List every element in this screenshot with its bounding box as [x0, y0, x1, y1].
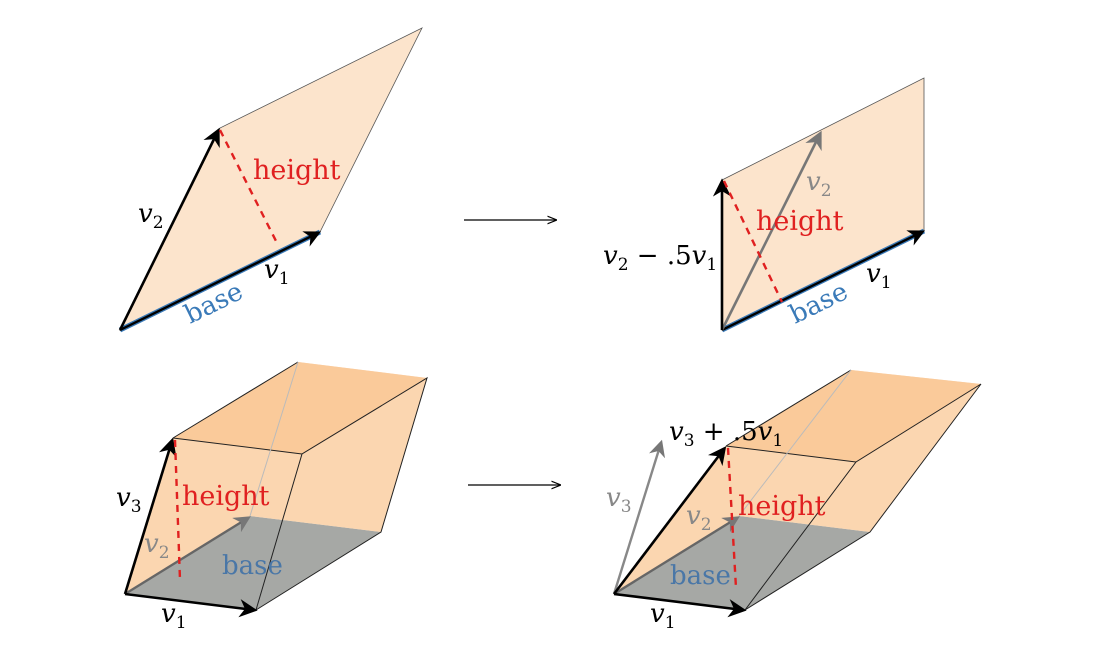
- top-face: [726, 370, 981, 462]
- height-dashed-line: [173, 439, 182, 581]
- bottom-left-parallelepiped-figure: v3 height v2 base v1: [116, 361, 428, 633]
- v2-vector: [118, 127, 220, 331]
- front-edges: [744, 383, 982, 611]
- v1-vector: [119, 231, 322, 332]
- height-dashed-line: [218, 129, 280, 246]
- v3-plus-half-v1-label: v3 + .5v1: [669, 417, 783, 451]
- v1-label: v1: [866, 259, 892, 293]
- v3-vector-gray: [612, 439, 666, 595]
- top-left-parallelogram-figure: v2 height v1 base: [118, 27, 423, 333]
- hidden-edge: [249, 361, 299, 517]
- bottom-right-parallelepiped-figure: v3 + .5v1 v3 height v2 base v1: [606, 369, 982, 633]
- base-face: [614, 516, 870, 610]
- height-label: height: [756, 206, 844, 237]
- v3-label: v3: [116, 483, 142, 517]
- top-back-edge: [172, 361, 299, 439]
- v2-gray-label: v2: [806, 167, 832, 201]
- v1-label: v1: [161, 599, 187, 633]
- base-label: base: [670, 561, 731, 591]
- v1-vector: [124, 592, 258, 618]
- v1-vector: [721, 230, 926, 332]
- v1-label: v1: [264, 255, 290, 289]
- v1-label: v1: [650, 599, 676, 633]
- v2-label: v2: [686, 501, 712, 535]
- height-label: height: [253, 155, 341, 186]
- v2-vector: [613, 516, 740, 596]
- v2-vector-gray: [720, 130, 822, 331]
- v3-plus-half-v1-vector: [612, 446, 727, 595]
- v3-gray-label: v3: [606, 483, 632, 517]
- height-dashed-line: [722, 180, 784, 303]
- base-label: base: [222, 551, 283, 581]
- top-back-edge: [725, 369, 852, 447]
- height-label: height: [738, 491, 826, 522]
- v2-minus-half-v1-label: v2 − .5v1: [603, 241, 717, 275]
- height-dashed-line: [726, 447, 738, 589]
- base-face: [125, 516, 381, 610]
- hidden-edge: [738, 369, 852, 517]
- height-label: height: [182, 481, 270, 512]
- v2-label: v2: [138, 199, 164, 233]
- v1-vector: [613, 592, 747, 618]
- v2-label: v2: [144, 529, 170, 563]
- top-front-edge: [172, 437, 303, 455]
- top-right-parallelogram-figure: v2 height v2 − .5v1 v1 base: [603, 77, 926, 333]
- v2-vector: [124, 516, 251, 596]
- v3-vector: [123, 437, 177, 595]
- top-face: [173, 362, 427, 454]
- front-edges: [255, 376, 428, 611]
- top-front-edge: [725, 445, 857, 463]
